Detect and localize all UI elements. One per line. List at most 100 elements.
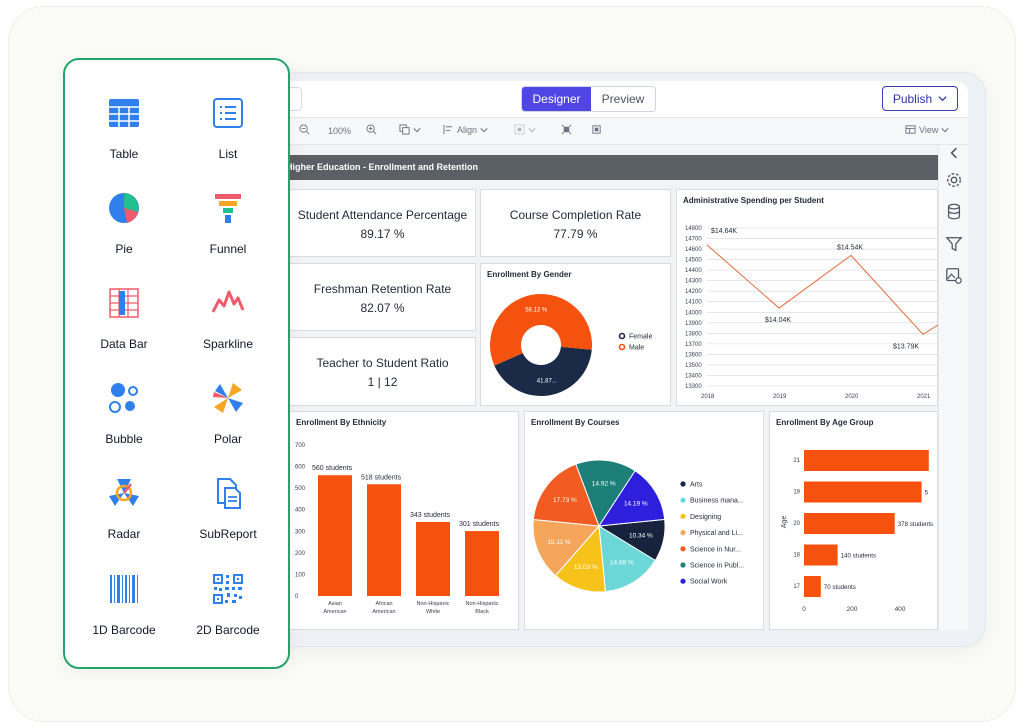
- toolbox-label: Funnel: [209, 242, 247, 256]
- zoom-out-button[interactable]: [299, 124, 310, 135]
- pie-slice: [598, 470, 666, 527]
- data-label: 70 students: [824, 584, 856, 591]
- data-label: 378 students: [898, 521, 933, 528]
- donut-slice: [494, 346, 592, 396]
- copy-dropdown[interactable]: [399, 124, 421, 135]
- x-tick-label: 400: [895, 606, 906, 613]
- publish-button[interactable]: Publish: [882, 86, 958, 111]
- toolbox-item-sparkline[interactable]: Sparkline: [178, 286, 278, 351]
- kpi-card[interactable]: Student Attendance Percentage 89.17 %: [289, 189, 476, 257]
- toolbar: 100% Align View: [262, 117, 968, 145]
- legend-marker: [618, 332, 626, 340]
- y-tick-label: 14500: [685, 258, 702, 264]
- y-tick-label: 14400: [685, 268, 702, 274]
- spending-line-chart: 13300 13400 13500 13600 13700 13800 13900 14000…: [685, 226, 939, 400]
- zoom-level[interactable]: 100%: [328, 126, 352, 136]
- legend-label: Male: [629, 345, 644, 352]
- y-tick-label: 14100: [685, 300, 702, 306]
- gender-donut-chart: 41.87... 58.13 % Female Male: [490, 294, 652, 396]
- report-item-toolbox: Table List Pie Funnel Data Bar Sparkline…: [63, 58, 290, 669]
- x-tick-label: Non-Hispanic: [416, 601, 449, 607]
- preview-tab[interactable]: Preview: [591, 87, 655, 111]
- toolbox-label: 2D Barcode: [196, 623, 260, 637]
- designer-tab[interactable]: Designer: [522, 87, 591, 111]
- chevron-down-icon: [480, 127, 488, 132]
- bar: [804, 513, 895, 534]
- zoom-in-button[interactable]: [366, 124, 377, 135]
- x-tick-label: Asian: [328, 601, 342, 607]
- pie-slice: [575, 459, 636, 528]
- layer-front-icon: [561, 124, 572, 135]
- view-dropdown[interactable]: View: [905, 124, 949, 135]
- bring-forward-button[interactable]: [561, 124, 572, 135]
- y-tick-label: 18: [793, 553, 800, 559]
- kpi-card[interactable]: Teacher to Student Ratio 1 | 12: [289, 337, 476, 406]
- y-tick-label: 14800: [685, 226, 702, 232]
- toolbox-item-list[interactable]: List: [178, 96, 278, 161]
- send-backward-button[interactable]: [591, 124, 602, 135]
- spending-chart-card[interactable]: Administrative Spending per Student 1330…: [676, 189, 939, 406]
- image-settings-icon[interactable]: [945, 267, 963, 285]
- toolbox-item-funnel[interactable]: Funnel: [178, 191, 278, 256]
- chart-title: Enrollment By Ethnicity: [296, 418, 387, 427]
- data-label: 140 students: [841, 553, 876, 560]
- bar: [804, 481, 922, 503]
- gender-chart-card[interactable]: Enrollment By Gender 41.87... 58.13 % Fema…: [480, 263, 671, 406]
- data-label: 343 students: [410, 512, 451, 519]
- age-chart-card[interactable]: Enrollment By Age Group Age 21 19 5 20 378 st…: [769, 411, 938, 630]
- legend-label: Arts: [690, 482, 703, 489]
- chevron-down-icon: [941, 127, 949, 132]
- bubble-icon: [109, 383, 138, 413]
- y-tick-label: 13400: [685, 373, 702, 379]
- kpi-value: 82.07 %: [360, 301, 405, 315]
- properties-rail: [938, 145, 968, 630]
- legend-label: Business mana...: [690, 498, 744, 505]
- filter-icon[interactable]: [945, 235, 963, 253]
- database-icon[interactable]: [945, 203, 963, 221]
- data-label: 10.34 %: [629, 533, 653, 540]
- toolbox-label: 1D Barcode: [92, 623, 156, 637]
- bar: [465, 531, 499, 596]
- x-tick-label: African: [375, 601, 392, 607]
- align-dropdown[interactable]: Align: [443, 124, 488, 135]
- kpi-card[interactable]: Course Completion Rate 77.79 %: [480, 189, 671, 257]
- view-label: View: [919, 124, 939, 135]
- legend-label: Social Work: [690, 579, 728, 586]
- legend-marker: [680, 546, 686, 552]
- y-tick-label: 14200: [685, 289, 702, 295]
- layer-back-icon: [592, 125, 601, 134]
- align-label: Align: [457, 124, 478, 135]
- data-label: $14.54K: [837, 244, 863, 251]
- toolbox-item-bubble[interactable]: Bubble: [74, 381, 174, 446]
- courses-pie-chart: 10.34 % 14.68 % 13.03 % 15.11 % 17.73 % 14.92…: [532, 459, 744, 593]
- data-label: 41.87...: [537, 379, 557, 385]
- ethnicity-chart-card[interactable]: Enrollment By Ethnicity 0 100 200 300 400 500…: [289, 411, 519, 630]
- toolbox-item-data-bar[interactable]: Data Bar: [74, 286, 174, 351]
- kpi-card[interactable]: Freshman Retention Rate 82.07 %: [289, 263, 476, 331]
- legend-marker: [680, 562, 686, 568]
- pie-icon: [109, 193, 139, 223]
- toolbox-item-1d-barcode[interactable]: 1D Barcode: [74, 572, 174, 637]
- kpi-title: Freshman Retention Rate: [313, 282, 452, 296]
- toolbox-item-polar[interactable]: Polar: [178, 381, 278, 446]
- gear-icon[interactable]: [945, 171, 963, 189]
- courses-chart-card[interactable]: Enrollment By Courses 10.34 % 14.68 % 13.0…: [524, 411, 764, 630]
- toolbox-item-2d-barcode[interactable]: 2D Barcode: [178, 572, 278, 637]
- chevron-left-icon[interactable]: [948, 147, 960, 159]
- toolbox-item-pie[interactable]: Pie: [74, 191, 174, 256]
- kpi-title: Course Completion Rate: [509, 208, 642, 222]
- y-tick-label: 14600: [685, 247, 702, 253]
- toolbox-item-table[interactable]: Table: [74, 96, 174, 161]
- y-tick-label: 14000: [685, 310, 702, 316]
- data-label: $14.64K: [711, 228, 737, 235]
- chevron-down-icon: [413, 127, 421, 132]
- group-dropdown[interactable]: [514, 124, 536, 135]
- toolbox-item-subreport[interactable]: SubReport: [178, 476, 278, 541]
- toolbox-item-radar[interactable]: Radar: [74, 476, 174, 541]
- y-tick-label: 100: [295, 572, 306, 578]
- toolbox-label: Table: [109, 147, 139, 161]
- toolbox-label: Polar: [213, 432, 242, 446]
- data-label: 14.68 %: [610, 559, 634, 566]
- data-label: 518 students: [361, 474, 402, 481]
- mode-switch: Designer Preview: [521, 86, 656, 112]
